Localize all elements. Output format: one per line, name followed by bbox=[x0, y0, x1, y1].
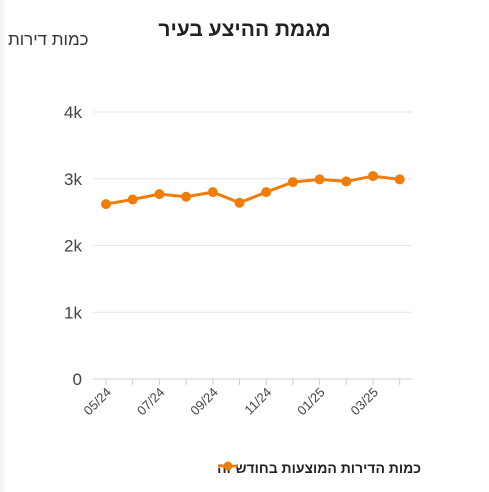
series-line bbox=[105, 174, 400, 206]
legend-series-icon bbox=[218, 461, 239, 471]
data-point bbox=[314, 174, 325, 185]
y-tick-label: 2k bbox=[64, 237, 82, 256]
y-tick-label: 4k bbox=[64, 103, 82, 122]
x-tick-label: 07/24 bbox=[134, 385, 168, 419]
left-edge-shadow bbox=[0, 0, 6, 492]
data-point bbox=[181, 191, 192, 202]
data-point bbox=[234, 197, 245, 208]
legend[interactable]: כמות הדירות המוצעות בחודש זה bbox=[217, 460, 421, 476]
legend-series-label: כמות הדירות המוצעות בחודש זה bbox=[217, 460, 421, 476]
chart-title: מגמת ההיצע בעיר bbox=[158, 18, 331, 41]
y-axis-label: כמות דירות bbox=[8, 30, 89, 49]
data-point bbox=[207, 187, 218, 198]
x-tick-label: 05/24 bbox=[81, 385, 115, 419]
data-point bbox=[368, 171, 378, 182]
y-tick-label: 1k bbox=[64, 303, 82, 322]
y-tick-label: 0 bbox=[73, 370, 82, 389]
data-point bbox=[341, 176, 352, 187]
data-point bbox=[261, 187, 272, 198]
x-tick-label: 11/24 bbox=[241, 385, 274, 418]
data-point bbox=[394, 174, 405, 185]
y-tick-label: 3k bbox=[64, 170, 82, 189]
data-point bbox=[287, 177, 298, 188]
data-point bbox=[127, 194, 138, 205]
x-tick-label: 09/24 bbox=[187, 385, 221, 419]
x-tick-label: 01/25 bbox=[294, 385, 328, 419]
data-point bbox=[101, 199, 111, 210]
x-tick-label: 03/25 bbox=[348, 385, 382, 419]
data-point bbox=[154, 189, 165, 200]
